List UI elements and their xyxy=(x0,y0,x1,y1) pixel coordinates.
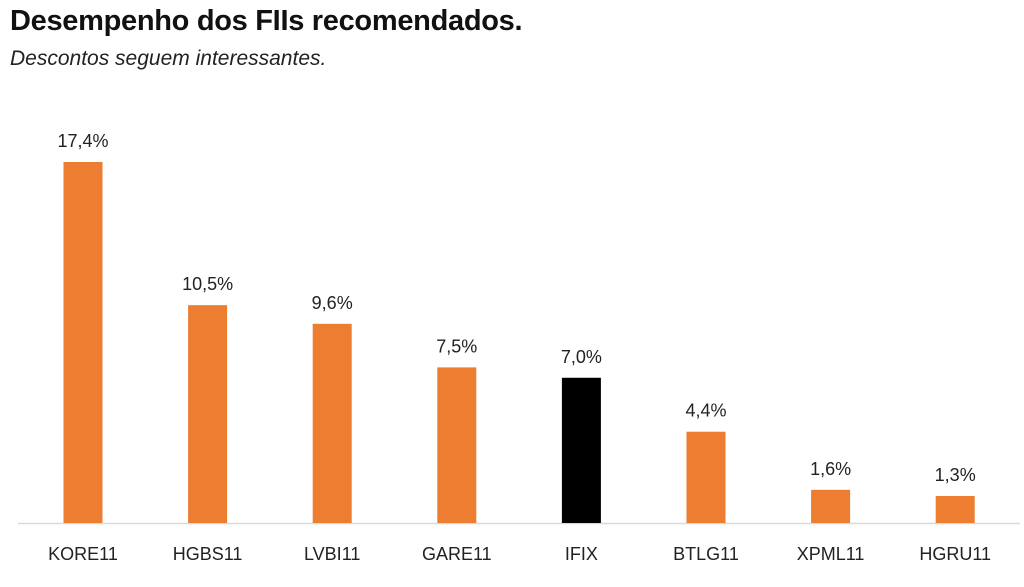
category-label-btlg11: BTLG11 xyxy=(673,544,739,564)
category-label-gare11: GARE11 xyxy=(422,544,492,564)
bar-xpml11 xyxy=(811,489,851,523)
chart-title: Desempenho dos FIIs recomendados. xyxy=(10,5,523,37)
data-label-btlg11: 4,4% xyxy=(685,401,726,421)
category-label-lvbi11: LVBI11 xyxy=(304,544,360,564)
data-label-gare11: 7,5% xyxy=(436,336,477,356)
bar-hgbs11 xyxy=(188,305,228,523)
bar-kore11 xyxy=(63,162,103,523)
bar-ifix xyxy=(561,377,601,523)
data-label-hgru11: 1,3% xyxy=(935,465,976,485)
data-label-kore11: 17,4% xyxy=(57,131,108,151)
chart-subtitle: Descontos seguem interessantes. xyxy=(10,47,327,70)
category-label-xpml11: XPML11 xyxy=(797,544,865,564)
data-label-xpml11: 1,6% xyxy=(810,459,851,479)
data-label-ifix: 7,0% xyxy=(561,347,602,367)
bar-lvbi11 xyxy=(312,323,352,523)
category-label-kore11: KORE11 xyxy=(48,544,118,564)
category-label-hgbs11: HGBS11 xyxy=(173,544,243,564)
category-label-hgru11: HGRU11 xyxy=(919,544,991,564)
category-label-ifix: IFIX xyxy=(565,544,598,564)
bar-btlg11 xyxy=(686,431,726,523)
data-label-lvbi11: 9,6% xyxy=(312,293,353,313)
data-label-hgbs11: 10,5% xyxy=(182,274,233,294)
bar-gare11 xyxy=(437,367,477,523)
bar-hgru11 xyxy=(935,496,975,523)
